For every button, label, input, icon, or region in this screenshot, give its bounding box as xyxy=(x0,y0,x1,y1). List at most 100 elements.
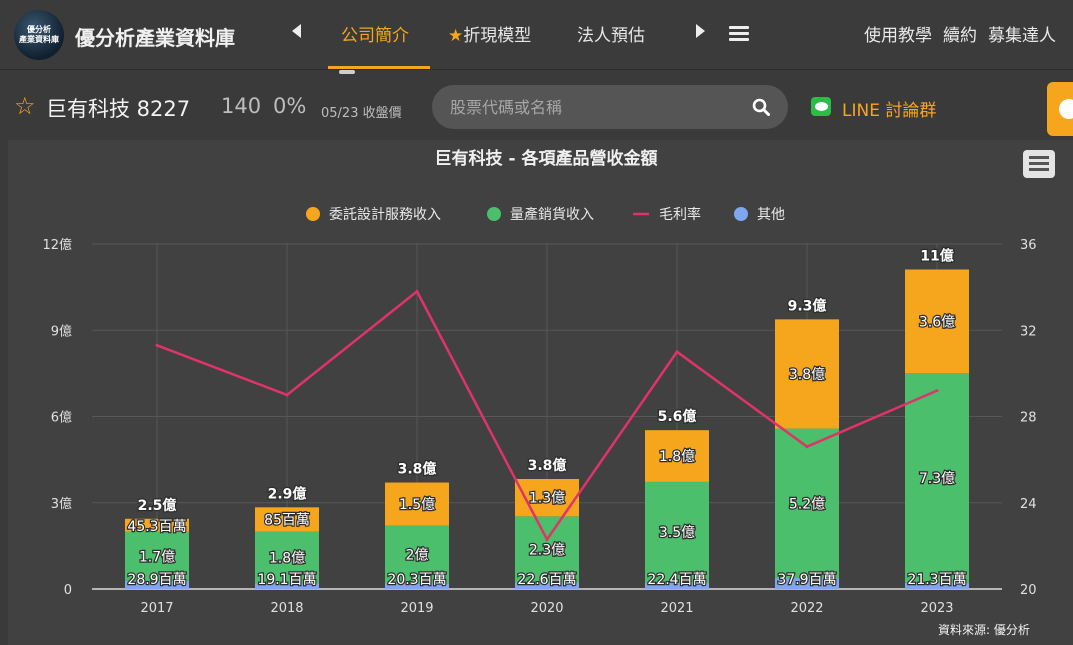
y-right-tick-label: 24 xyxy=(1020,497,1037,512)
chevron-left-icon[interactable] xyxy=(292,24,301,38)
bar-total-label: 5.6億 xyxy=(658,408,697,425)
bar-total-label: 3.8億 xyxy=(398,461,437,478)
search-box xyxy=(432,85,788,129)
bar-segment xyxy=(255,531,319,584)
tab-institutional-forecast[interactable]: 法人預估 xyxy=(577,26,645,46)
top-nav-bar: 優分析 產業資料庫 優分析產業資料庫 公司簡介 ★折現模型 法人預估 使用教學續… xyxy=(0,0,1073,70)
bar-total-label: 9.3億 xyxy=(788,297,827,314)
bar-segment xyxy=(905,373,969,583)
bar-data-label: 1.7億 xyxy=(139,549,175,565)
search-icon[interactable] xyxy=(752,98,770,116)
stock-name: 巨有科技 8227 xyxy=(46,97,191,121)
gross-margin-point xyxy=(935,389,939,393)
line-app-icon[interactable] xyxy=(811,97,831,116)
bar-total-label: 3.8億 xyxy=(528,457,567,474)
gross-margin-point xyxy=(545,537,549,541)
bar-data-label: 37.9百萬 xyxy=(777,572,836,588)
logo-line-2: 產業資料庫 xyxy=(19,35,59,44)
header-links: 使用教學 續約 募集達人 xyxy=(864,21,1067,46)
y-left-tick-label: 6億 xyxy=(51,410,72,426)
bar-segment xyxy=(255,507,319,532)
floating-action-button[interactable] xyxy=(1047,82,1073,136)
link-renew[interactable]: 續約 xyxy=(943,26,977,46)
bar-segment xyxy=(385,482,449,526)
bar-segment xyxy=(125,531,189,581)
x-tick-label: 2019 xyxy=(400,601,433,616)
tab-discount-model[interactable]: ★折現模型 xyxy=(448,21,531,46)
tab-discount-model-label: 折現模型 xyxy=(463,26,532,46)
y-right-tick-label: 32 xyxy=(1020,324,1037,339)
gross-margin-point xyxy=(285,393,289,397)
line-group-link[interactable]: LINE 討論群 xyxy=(842,101,937,121)
bar-data-label: 3.5億 xyxy=(659,525,695,541)
bar-segment xyxy=(385,583,449,589)
y-right-tick-label: 36 xyxy=(1020,238,1037,253)
link-fundraising[interactable]: 募集達人 xyxy=(988,26,1056,46)
y-right-tick-label: 20 xyxy=(1020,583,1037,598)
bar-data-label: 1.5億 xyxy=(399,497,435,513)
bar-data-label: 3.8億 xyxy=(789,367,825,383)
x-tick-label: 2021 xyxy=(660,601,693,616)
x-tick-label: 2020 xyxy=(530,601,563,616)
stock-change: 0% xyxy=(273,94,307,118)
y-left-tick-label: 12億 xyxy=(42,237,72,253)
bar-data-label: 19.1百萬 xyxy=(257,572,316,588)
legend-label: 委託設計服務收入 xyxy=(329,207,441,223)
bar-data-label: 85百萬 xyxy=(264,513,310,529)
favorite-star-icon[interactable]: ☆ xyxy=(14,92,36,120)
chevron-right-icon[interactable] xyxy=(696,24,705,38)
stock-date: 05/23 收盤價 xyxy=(321,106,402,121)
data-source-note: 資料來源: 優分析 xyxy=(938,623,1030,637)
gross-margin-point xyxy=(805,445,809,449)
bar-data-label: 45.3百萬 xyxy=(127,519,186,535)
bar-total-label: 2.9億 xyxy=(268,485,307,502)
bar-segment xyxy=(905,582,969,589)
bar-segment xyxy=(645,430,709,482)
bar-segment xyxy=(645,582,709,589)
y-left-tick-label: 0 xyxy=(64,583,72,598)
bar-total-label: 11億 xyxy=(920,248,953,265)
bar-segment xyxy=(775,428,839,579)
bar-data-label: 20.3百萬 xyxy=(387,572,446,588)
x-tick-label: 2022 xyxy=(790,601,823,616)
bar-segment xyxy=(645,481,709,583)
menu-icon[interactable] xyxy=(729,26,749,41)
tab-company-profile[interactable]: 公司簡介 xyxy=(341,26,409,46)
bar-segment xyxy=(775,578,839,589)
chart-title: 巨有科技 - 各項產品營收金額 xyxy=(435,148,658,169)
bar-data-label: 7.3億 xyxy=(919,471,955,487)
brand-logo[interactable]: 優分析 產業資料庫 xyxy=(14,10,64,60)
active-tab-indicator xyxy=(328,66,430,69)
bar-data-label: 21.3百萬 xyxy=(907,572,966,588)
bar-segment xyxy=(125,580,189,589)
tab-scroll-marker xyxy=(339,70,355,74)
link-tutorial[interactable]: 使用教學 xyxy=(864,26,932,46)
x-tick-label: 2018 xyxy=(270,601,303,616)
bar-data-label: 28.9百萬 xyxy=(127,572,186,588)
star-icon: ★ xyxy=(448,26,464,46)
bar-data-label: 2.3億 xyxy=(529,542,565,558)
bar-segment xyxy=(775,319,839,429)
legend-label: 毛利率 xyxy=(659,206,701,223)
bar-segment xyxy=(125,518,189,532)
bar-data-label: 22.4百萬 xyxy=(647,572,706,588)
bar-segment xyxy=(515,516,579,583)
gross-margin-point xyxy=(155,343,159,347)
legend-label: 其他 xyxy=(757,207,785,223)
brand-title[interactable]: 優分析產業資料庫 xyxy=(75,26,235,50)
bar-segment xyxy=(385,525,449,584)
logo-line-1: 優分析 xyxy=(27,25,51,34)
gross-margin-point xyxy=(675,350,679,354)
bar-total-label: 2.5億 xyxy=(138,497,177,514)
bar-data-label: 1.8億 xyxy=(659,449,695,465)
search-input[interactable] xyxy=(450,95,740,119)
legend-dot-marker xyxy=(487,207,501,221)
chart-menu-icon[interactable] xyxy=(1023,150,1055,178)
bar-data-label: 1.8億 xyxy=(269,551,305,567)
y-right-tick-label: 28 xyxy=(1020,411,1037,426)
y-left-tick-label: 3億 xyxy=(51,496,72,512)
bar-data-label: 3.6億 xyxy=(919,314,955,330)
bar-data-label: 5.2億 xyxy=(789,496,825,512)
bar-data-label: 2億 xyxy=(406,547,429,563)
